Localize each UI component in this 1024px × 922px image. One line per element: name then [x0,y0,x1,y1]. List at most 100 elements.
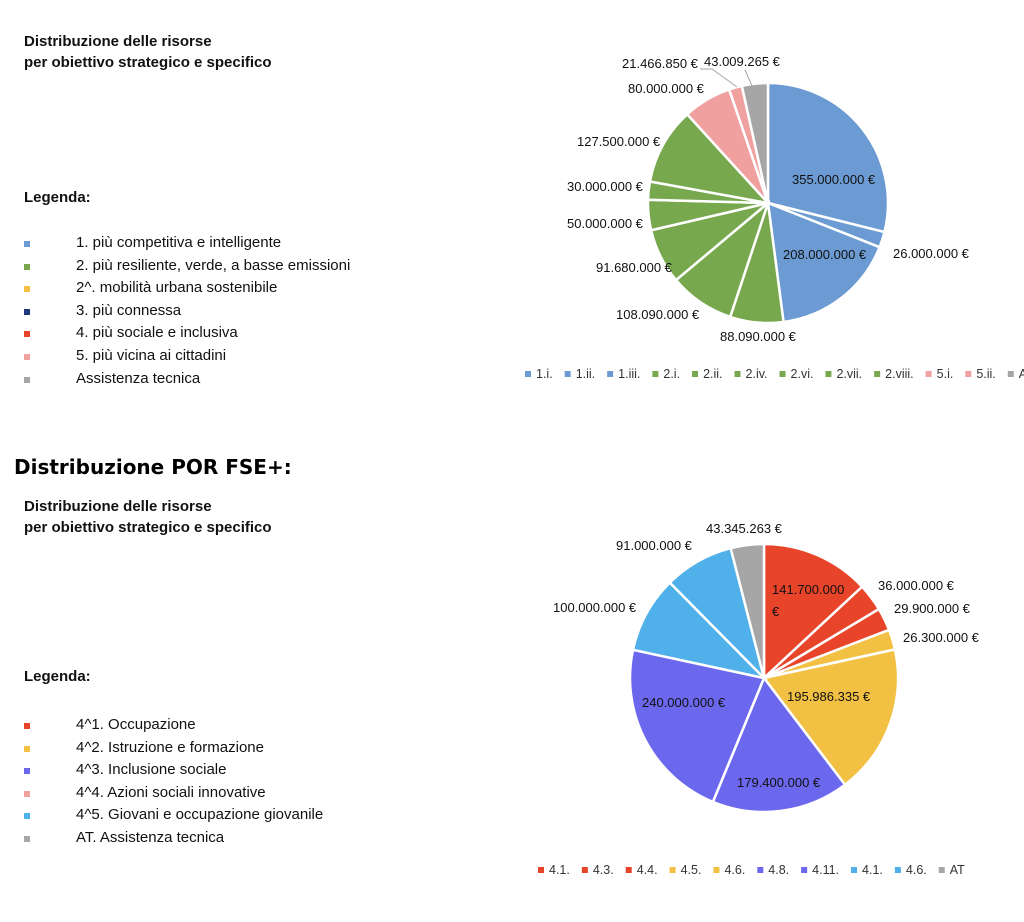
chart1-legend-label: 2^. mobilità urbana sostenibile [76,279,278,297]
chart1-category-label: 2.vi. [791,367,814,381]
chart2-legend-title: Legenda: [24,668,91,685]
chart2-legend-label: 4^1. Occupazione [76,716,196,733]
chart2-category-swatch [625,867,632,873]
chart1-category-label: 1.ii. [576,367,595,381]
chart2-category-label: 4.6. [906,863,927,877]
chart2-legend-swatch [24,768,30,775]
chart2-category-label: 4.3. [593,863,614,877]
chart2-slice [631,580,768,681]
chart1-data-label: 80.000.000 € [628,81,705,96]
chart2-legend-label: AT. Assistenza tecnica [76,828,225,846]
chart1-subtitle: Distribuzione delle risorse per obiettiv… [24,31,272,73]
chart2-category-label: AT [950,863,965,877]
chart2-category-swatch [801,867,808,873]
chart1-category-label: 2.viii. [885,367,913,381]
chart2-slice [628,648,766,804]
chart2-slice [729,542,766,679]
chart2-data-label: 195.986.335 € [787,689,871,704]
chart1-category-swatch [1007,371,1014,377]
chart1-category-label: 5.i. [937,367,954,381]
chart2-legend-label: 4^5. Giovani e occupazione giovanile [76,806,324,824]
chart2-category-swatch [757,867,764,873]
chart2-data-label: 179.400.000 € [737,775,821,790]
chart2-data-label: 100.000.000 € [553,600,637,615]
chart2-data-label: 141.700.000 [772,582,844,597]
chart1-category-label: 2.vii. [836,367,862,381]
chart1-data-label: 21.466.850 € [622,56,699,71]
chart1-category-swatch [564,371,571,377]
chart1-category-swatch [734,371,741,377]
chart2-legend-label: 4^3. Inclusione sociale [76,761,227,779]
chart2-legend-swatch [24,835,30,842]
chart1-category-swatch [874,371,881,377]
chart2-category-label: 4.6. [724,863,745,877]
chart1-legend-swatch [24,263,30,270]
chart1-category-label: 2.ii. [703,367,722,381]
chart1-legend-swatch [24,286,30,293]
chart2-data-label: 36.000.000 € [878,578,955,593]
chart1-category-label: 1.i. [536,367,553,381]
chart1-data-label: 30.000.000 € [567,179,644,194]
chart2-category-swatch [938,867,945,873]
chart1-legend-swatch [24,331,30,338]
chart2-subtitle-line1: Distribuzione delle risorse [24,498,212,515]
chart1-data-label: 91.680.000 € [596,260,673,275]
chart1-subtitle-line1: Distribuzione delle risorse [24,33,212,50]
chart1-subtitle-line2: per obiettivo strategico e specifico [24,54,272,71]
chart1-category-label: 5.ii. [976,367,995,381]
chart1-legend-label: 3. più connessa [76,301,182,319]
chart2-legend-swatch [24,723,30,729]
chart2-data-label: 43.345.263 € [706,521,783,536]
chart1-data-label: 43.009.265 € [704,54,781,69]
chart2-data-label: 240.000.000 € [642,695,726,710]
chart1-data-label: 108.090.000 € [616,307,700,322]
chart1-category-swatch [825,371,832,377]
chart1-category-swatch [607,371,614,377]
chart1-category-label: 2.i. [663,367,680,381]
chart1-category-swatch [525,371,531,377]
chart2-category-swatch [669,867,676,873]
chart1-category-label: 2.iv. [746,367,768,381]
chart1-legend-swatch [24,308,30,315]
chart1-category-swatch [652,371,659,377]
chart1-legend-label: 4. più sociale e inclusiva [76,324,238,342]
chart2-legend-label: 4^4. Azioni sociali innovative [76,783,266,801]
chart2-category-swatch [851,867,858,873]
chart2-category-swatch [894,867,901,873]
chart2-data-label: 26.300.000 € [903,630,980,645]
chart1-legend-title: Legenda: [24,189,91,206]
chart2-category-swatch [713,867,720,873]
chart2-legend-swatch [24,790,30,797]
chart2-legend-label: 4^2. Istruzione e formazione [76,738,264,756]
chart2-category-swatch [538,867,544,873]
chart1-category-swatch [965,371,972,377]
chart1-legend-swatch [24,353,30,360]
chart1-slice [766,201,882,324]
chart1-data-label: 88.090.000 € [720,329,797,344]
chart1-legend-label: 1. più competitiva e intelligente [76,234,282,251]
chart1-data-label: 50.000.000 € [567,216,644,231]
chart1-slice [648,112,772,205]
chart1-leader-line [700,68,738,88]
chart2-subtitle: Distribuzione delle risorse per obiettiv… [24,496,272,538]
chart2-subtitle-line2: per obiettivo strategico e specifico [24,519,272,536]
chart2-category-label: 4.4. [637,863,658,877]
chart1-data-label: 127.500.000 € [577,134,661,149]
chart2-data-label: € [772,604,780,619]
chart1-slice [740,81,770,204]
chart2-slice [762,542,864,681]
chart2-category-label: 4.1. [549,863,570,877]
chart1-data-label: 355.000.000 € [792,172,876,187]
chart1-category-swatch [779,371,786,377]
chart2-legend-swatch [24,813,30,820]
chart1-data-label: 26.000.000 € [893,246,970,261]
chart2-data-label: 91.000.000 € [616,538,693,553]
chart1-legend-swatch [24,241,30,247]
chart1-legend-swatch [24,376,30,383]
chart1-category-swatch [925,371,932,377]
chart2-category-label: 4.11. [812,863,839,877]
chart2-data-label: 29.900.000 € [894,601,971,616]
chart2-category-label: 4.1. [862,863,883,877]
